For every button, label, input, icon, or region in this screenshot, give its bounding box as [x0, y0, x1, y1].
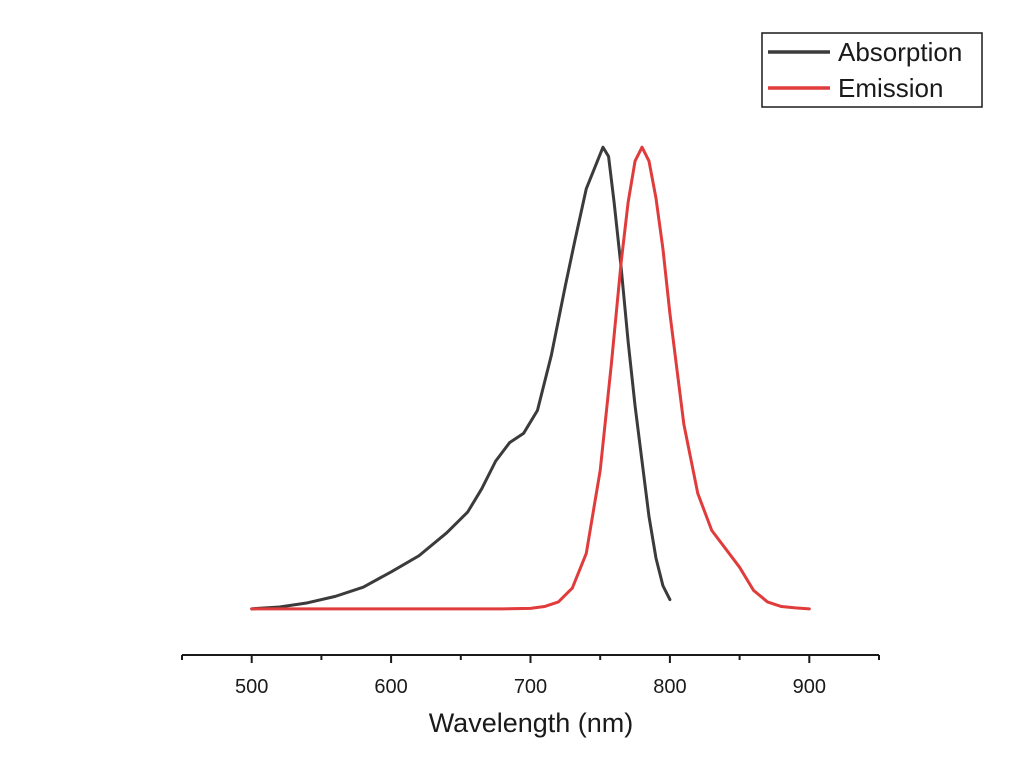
- x-tick-label: 800: [653, 676, 686, 698]
- legend: Absorption Emission: [761, 32, 983, 108]
- legend-label-emission: Emission: [838, 73, 943, 103]
- x-axis: 500 600 700 800 900: [181, 654, 880, 698]
- series-line-emission: [250, 145, 811, 611]
- plot-series: [250, 145, 811, 611]
- x-tick-label: 600: [374, 676, 407, 698]
- x-tick-label: 700: [514, 676, 547, 698]
- x-tick-label: 500: [235, 676, 268, 698]
- x-axis-title: Wavelength (nm): [429, 708, 634, 738]
- x-tick-label: 900: [793, 676, 826, 698]
- legend-box: [761, 32, 983, 108]
- series-line-absorption: [250, 145, 672, 611]
- legend-label-absorption: Absorption: [838, 37, 962, 67]
